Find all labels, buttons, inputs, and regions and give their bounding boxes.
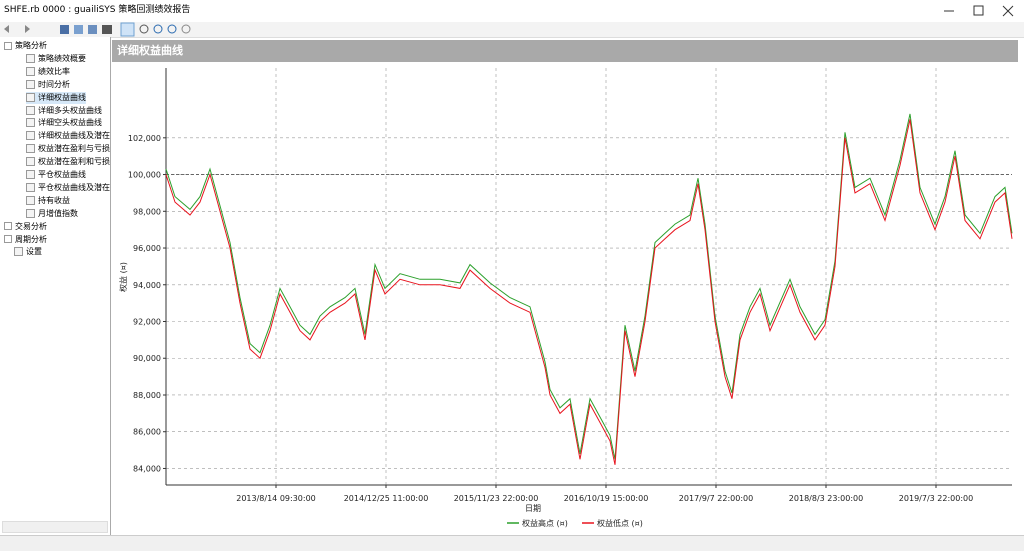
tree-icon (14, 247, 23, 257)
tree-label: 交易分析 (15, 221, 47, 231)
y-tick-label: 98,000 (133, 207, 161, 216)
window-controls[interactable] (930, 0, 1024, 22)
panel-header: 详细权益曲线 (112, 40, 1018, 62)
tree-label: 时间分析 (38, 79, 70, 89)
x-tick-label: 2016/10/19 15:00:00 (564, 494, 649, 503)
tree-label: 设置 (26, 247, 42, 257)
window-title: SHFE.rb 0000 : guailiSYS 策略回测绩效报告 (4, 5, 191, 15)
y-tick-label: 100,000 (128, 171, 161, 180)
y-tick-label: 96,000 (133, 244, 161, 253)
x-tick-label: 2014/12/25 11:00:00 (344, 494, 429, 503)
equity-line (165, 119, 1013, 465)
tree-label: 策略绩效概要 (38, 53, 86, 63)
tree-label: 策略分析 (15, 41, 47, 50)
x-tick-label: 2013/8/14 09:30:00 (236, 494, 316, 503)
legend-label: 权益低点 (¤) (597, 518, 643, 528)
y-tick-label: 84,000 (133, 464, 161, 473)
x-tick-label: 2015/11/23 22:00:00 (454, 494, 539, 503)
tree-item[interactable]: 详细权益曲线及潜在 (26, 130, 110, 142)
y-tick-label: 94,000 (133, 281, 161, 290)
title-bar: SHFE.rb 0000 : guailiSYS 策略回测绩效报告 (0, 0, 1024, 22)
tree-label: 权益潜在盈利和亏损 (38, 157, 110, 167)
tree-icon (26, 118, 35, 128)
tree-label: 详细权益曲线及潜在 (38, 131, 110, 141)
equity-line (165, 113, 1013, 460)
tree-item[interactable]: 策略绩效概要 (26, 53, 86, 65)
x-tick-label: 2017/9/7 22:00:00 (679, 494, 753, 503)
y-axis-label: 权益 (¤) (118, 262, 128, 292)
tree-icon (26, 157, 35, 167)
tree-item[interactable]: 绩效比率 (26, 66, 70, 78)
tree-icon (26, 208, 35, 218)
tree-label: 详细多头权益曲线 (38, 105, 102, 115)
tree-item[interactable]: 时间分析 (26, 79, 70, 91)
tree-item[interactable]: 权益潜在盈利和亏损 (26, 156, 110, 168)
tree-icon (4, 235, 12, 243)
tree-label: 详细权益曲线 (38, 92, 86, 102)
tree-panel: 策略分析策略绩效概要 绩效比率时间分析详细权益曲线详细多头权益曲线 详细空头权益曲线… (0, 37, 111, 535)
tree-label: 权益潜在盈利与亏损 (38, 144, 110, 154)
tree-icon (26, 79, 35, 89)
toolbar (0, 22, 1024, 38)
tree-item[interactable]: 权益潜在盈利与亏损 (26, 143, 110, 155)
tree-icon (26, 53, 35, 63)
tree-label: 月增值指数 (38, 208, 78, 218)
y-tick-label: 86,000 (133, 428, 161, 437)
y-tick-label: 88,000 (133, 391, 161, 400)
y-tick-label: 90,000 (133, 354, 161, 363)
tree-item[interactable]: 周期分析 (4, 234, 47, 246)
tree-label: 绩效比率 (38, 66, 70, 76)
tree-label: 平仓权益曲线及潜在 (38, 182, 110, 192)
tree-icon (26, 195, 35, 205)
tree-item[interactable]: 详细权益曲线 (26, 91, 86, 104)
tree-icon (26, 105, 35, 115)
tree-label: 详细空头权益曲线 (38, 118, 102, 128)
tree-item[interactable]: 详细空头权益曲线 (26, 117, 102, 129)
tree-icon (4, 222, 12, 231)
tree-label: 平仓权益曲线 (38, 170, 86, 179)
status-bar (0, 535, 1024, 551)
tree-item[interactable]: 设置 (14, 246, 42, 258)
tree-item[interactable]: 详细多头权益曲线 (26, 105, 102, 117)
tree-item[interactable]: 平仓权益曲线 (26, 169, 86, 181)
panel-title: 详细权益曲线 (117, 44, 183, 57)
x-tick-label: 2019/7/3 22:00:00 (899, 494, 973, 503)
tree-label: 持有收益 (38, 195, 70, 205)
tree-label: 周期分析 (15, 234, 47, 244)
tree-item[interactable]: 持有收益 (26, 195, 70, 207)
y-tick-label: 102,000 (128, 134, 161, 143)
scrollbar[interactable] (2, 521, 108, 533)
tree-icon (26, 144, 35, 154)
tree-icon (4, 41, 12, 50)
tree-icon (26, 182, 35, 192)
tree-icon (26, 92, 35, 102)
tree-item[interactable]: 交易分析 (4, 221, 47, 233)
toolbar-icons[interactable] (0, 22, 200, 37)
chart: 日期 权益 (¤) 84,000 86,000 88,000 90,000 92,000… (118, 68, 1013, 528)
legend-label: 权益高点 (¤) (522, 518, 568, 528)
tree-icon (26, 170, 35, 179)
x-axis-label: 日期 (525, 504, 541, 513)
y-tick-label: 92,000 (133, 318, 161, 327)
tree-item[interactable]: 策略分析 (4, 40, 47, 52)
tree-icon (26, 131, 35, 141)
tree-item[interactable]: 平仓权益曲线及潜在 (26, 182, 110, 194)
tree-icon (26, 66, 35, 76)
tree-item[interactable]: 月增值指数 (26, 208, 78, 220)
x-tick-label: 2018/8/3 23:00:00 (789, 494, 863, 503)
